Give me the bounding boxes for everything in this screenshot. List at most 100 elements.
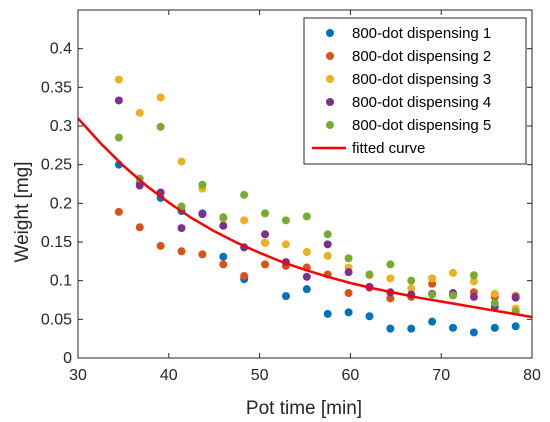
series-1-point [344, 308, 353, 317]
legend-marker [326, 75, 334, 83]
y-tick-label: 0.1 [50, 273, 72, 290]
x-tick-label: 40 [160, 367, 178, 384]
series-5-point [240, 190, 249, 199]
series-2-point [219, 260, 228, 269]
y-tick-label: 0.4 [50, 41, 72, 58]
y-tick-label: 0.05 [41, 311, 72, 328]
legend-box [303, 17, 527, 165]
y-tick-label: 0.2 [50, 195, 72, 212]
series-2-point [177, 247, 186, 256]
x-tick-label: 50 [251, 367, 269, 384]
series-5-point [323, 230, 332, 239]
x-tick-label: 70 [432, 367, 450, 384]
series-1-point [469, 328, 478, 337]
legend-entry-label: 800-dot dispensing 2 [352, 48, 491, 65]
series-5-point [490, 299, 499, 308]
x-tick-label: 60 [342, 367, 360, 384]
series-3-point [449, 268, 458, 277]
series-3-point [281, 240, 290, 249]
series-1-point [281, 292, 290, 301]
series-3-point [386, 274, 395, 283]
series-4-point [219, 221, 228, 230]
series-2-point [344, 289, 353, 298]
axes-frame [77, 9, 533, 359]
legend: 800-dot dispensing 1 800-dot dispensing 2… [303, 17, 527, 165]
series-3-point [135, 108, 144, 117]
legend-entry-label: 800-dot dispensing 3 [352, 71, 491, 88]
x-axis-label: Pot time [min] [246, 398, 362, 419]
series-1-point [365, 312, 374, 321]
series-5-point [344, 254, 353, 263]
series-3-point [177, 157, 186, 166]
series-1-point [302, 285, 311, 294]
x-tick-label: 80 [523, 367, 541, 384]
series-3-point [114, 75, 123, 84]
series-2-point [156, 241, 165, 250]
series-1-point [407, 324, 416, 333]
series-2-point [261, 260, 270, 269]
legend-entry-label: fitted curve [352, 140, 425, 157]
series-3-point [240, 216, 249, 225]
series-3-point [428, 274, 437, 283]
series-5-point [449, 291, 458, 300]
series-3-point [261, 238, 270, 247]
series-4-point [177, 224, 186, 233]
series-4-point [261, 230, 270, 239]
series-5-point [469, 271, 478, 280]
series-4-point [135, 181, 144, 190]
series-3-point [407, 284, 416, 293]
series-1-point [490, 323, 499, 332]
series-1-point [386, 324, 395, 333]
legend-marker [326, 98, 334, 106]
series-2-point [114, 207, 123, 216]
y-axis-label: Weight [mg] [12, 161, 33, 262]
series-4-point [323, 240, 332, 249]
series-4-point [114, 96, 123, 105]
series-1-point [428, 317, 437, 326]
series-5-point [156, 122, 165, 131]
legend-entry-label: 800-dot dispensing 5 [352, 117, 491, 134]
series-1-point [219, 252, 228, 261]
legend-marker [326, 29, 334, 37]
series-1-point [449, 323, 458, 332]
y-tick-label: 0 [63, 350, 72, 367]
legend-marker [326, 121, 334, 129]
series-4-point [511, 293, 520, 302]
series-5-point [281, 216, 290, 225]
legend-entry-label: 800-dot dispensing 1 [352, 25, 491, 42]
legend-marker [326, 52, 334, 60]
series-5-point [261, 209, 270, 218]
series-5-point [219, 213, 228, 222]
series-4-point [344, 268, 353, 277]
legend-entry-label: 800-dot dispensing 4 [352, 94, 491, 111]
x-tick-label: 30 [69, 367, 87, 384]
series-5-points [114, 122, 520, 316]
series-4-point [302, 272, 311, 281]
series-2-point [386, 294, 395, 303]
series-3-point [490, 289, 499, 298]
y-tick-label: 0.3 [50, 118, 72, 135]
y-tick-label: 0.15 [41, 234, 72, 251]
series-1-point [323, 309, 332, 318]
fitted-curve-line [77, 117, 533, 319]
series-5-point [428, 290, 437, 299]
series-5-point [114, 133, 123, 142]
series-1-point [511, 322, 520, 331]
series-5-point [198, 180, 207, 189]
plot-area [77, 75, 533, 337]
y-tick-label: 0.35 [41, 79, 72, 96]
series-5-point [386, 260, 395, 269]
series-3-point [323, 251, 332, 260]
series-2-point [135, 223, 144, 232]
series-2-point [198, 250, 207, 259]
series-3-point [156, 93, 165, 102]
series-4-point [469, 292, 478, 301]
series-4-point [198, 210, 207, 219]
series-5-point [365, 270, 374, 279]
series-5-point [302, 212, 311, 221]
series-2-point [240, 272, 249, 281]
series-3-point [469, 277, 478, 286]
series-5-point [407, 276, 416, 285]
y-tick-label: 0.25 [41, 157, 72, 174]
